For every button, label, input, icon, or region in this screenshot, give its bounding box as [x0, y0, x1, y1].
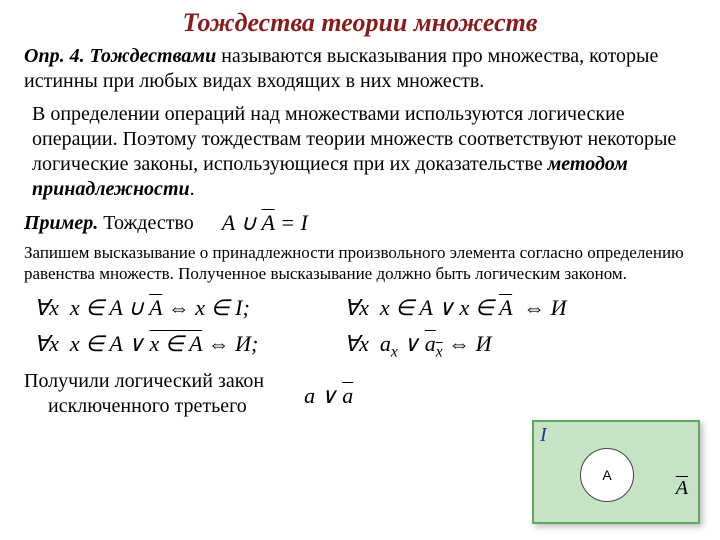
formula-4: ∀x ax ∨ ax ⇔ И — [344, 331, 604, 361]
definition-label: Опр. 4. Тождествами — [24, 45, 216, 67]
page-title: Тождества теории множеств — [24, 8, 696, 38]
venn-set-A-circle: A — [580, 448, 634, 502]
example-row: Пример. Тождество A ∪ A = I — [24, 210, 696, 236]
formula-3: ∀x x ∈ A ∨ x ∈ A ⇔ И; — [34, 331, 334, 361]
example-label-rest: Тождество — [98, 212, 194, 234]
formula-grid: ∀x x ∈ A ∪ A ⇔ x ∈ I; ∀x x ∈ A ∨ x ∈ A ⇔… — [34, 295, 696, 361]
conclusion-line2: исключенного третьего — [24, 394, 264, 419]
definition-paragraph: Опр. 4. Тождествами называются высказыва… — [24, 44, 696, 94]
example-formula: A ∪ A = I — [222, 210, 308, 236]
venn-label-I: I — [540, 424, 547, 447]
conclusion-row: Получили логический закон исключенного т… — [24, 369, 696, 419]
formula-1: ∀x x ∈ A ∪ A ⇔ x ∈ I; — [34, 295, 334, 321]
venn-label-Abar: A — [676, 477, 688, 500]
explanation-after: . — [190, 178, 195, 200]
example-label-bold: Пример. — [24, 212, 98, 234]
example-label: Пример. Тождество — [24, 212, 194, 235]
venn-diagram: I A A — [532, 420, 696, 520]
explanation-paragraph: В определении операций над множествами и… — [24, 102, 696, 202]
venn-label-A: A — [602, 467, 611, 483]
conclusion-formula: a ∨ a — [304, 383, 353, 409]
venn-universe-rect: I A A — [532, 420, 700, 524]
conclusion-line1: Получили логический закон — [24, 370, 264, 392]
note-paragraph: Запишем высказывание о принадлежности пр… — [24, 242, 696, 285]
formula-2: ∀x x ∈ A ∨ x ∈ A ⇔ И — [344, 295, 604, 321]
conclusion-text: Получили логический закон исключенного т… — [24, 369, 264, 419]
